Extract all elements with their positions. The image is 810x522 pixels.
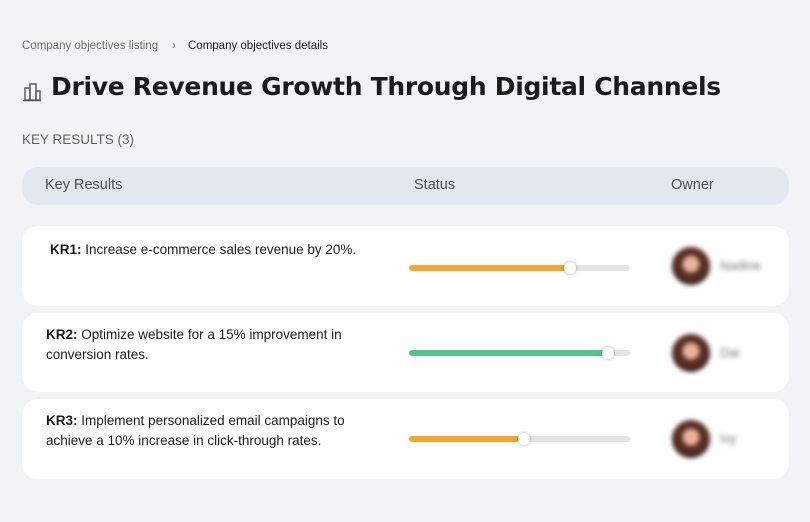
progress-knob: [601, 347, 614, 359]
key-result-row: KR2: Optimize website for a 15% improvem…: [22, 313, 789, 392]
key-result-text: KR2: Optimize website for a 15% improvem…: [46, 325, 386, 365]
owner-name: Dai: [720, 344, 740, 360]
progress-track: [409, 262, 630, 274]
key-result-row: KR3: Implement personalized email campai…: [22, 399, 789, 479]
table-header: Key Results Status Owner: [22, 167, 789, 205]
progress-fill: [409, 265, 571, 271]
progress-fill: [409, 436, 524, 442]
key-result-text: KR3: Implement personalized email campai…: [46, 411, 386, 451]
key-result-description: Implement personalized email campaigns t…: [46, 413, 345, 448]
key-result-description: Optimize website for a 15% improvement i…: [46, 327, 342, 362]
owner-name: Nadine: [720, 258, 762, 273]
key-result-row: KR1: Increase e-commerce sales revenue b…: [22, 226, 789, 306]
key-result-code: KR2:: [46, 327, 78, 342]
key-result-code: KR3:: [46, 413, 78, 428]
breadcrumb-link[interactable]: Company objectives listing: [22, 40, 159, 52]
breadcrumb-separator: ›: [172, 40, 176, 52]
owner-avatar: [672, 420, 710, 458]
section-label: KEY RESULTS (3): [22, 132, 135, 147]
progress-track: [409, 347, 630, 359]
page-title: Drive Revenue Growth Through Digital Cha…: [51, 72, 721, 101]
key-result-code: KR1:: [50, 242, 82, 257]
key-result-description: Increase e-commerce sales revenue by 20%…: [85, 242, 357, 257]
column-header: Owner: [671, 177, 714, 193]
breadcrumb-current: Company objectives details: [188, 40, 328, 52]
column-header: Key Results: [45, 177, 123, 193]
column-header: Status: [414, 177, 456, 193]
progress-track: [409, 433, 630, 445]
progress-knob: [517, 433, 530, 445]
progress-knob: [564, 262, 577, 274]
owner-avatar: [672, 247, 710, 285]
owner-name: Ivy: [720, 431, 737, 446]
key-result-text: KR1: Increase e-commerce sales revenue b…: [50, 240, 390, 260]
progress-fill: [409, 350, 608, 356]
owner-avatar: [672, 333, 710, 372]
building-icon: [23, 83, 41, 102]
